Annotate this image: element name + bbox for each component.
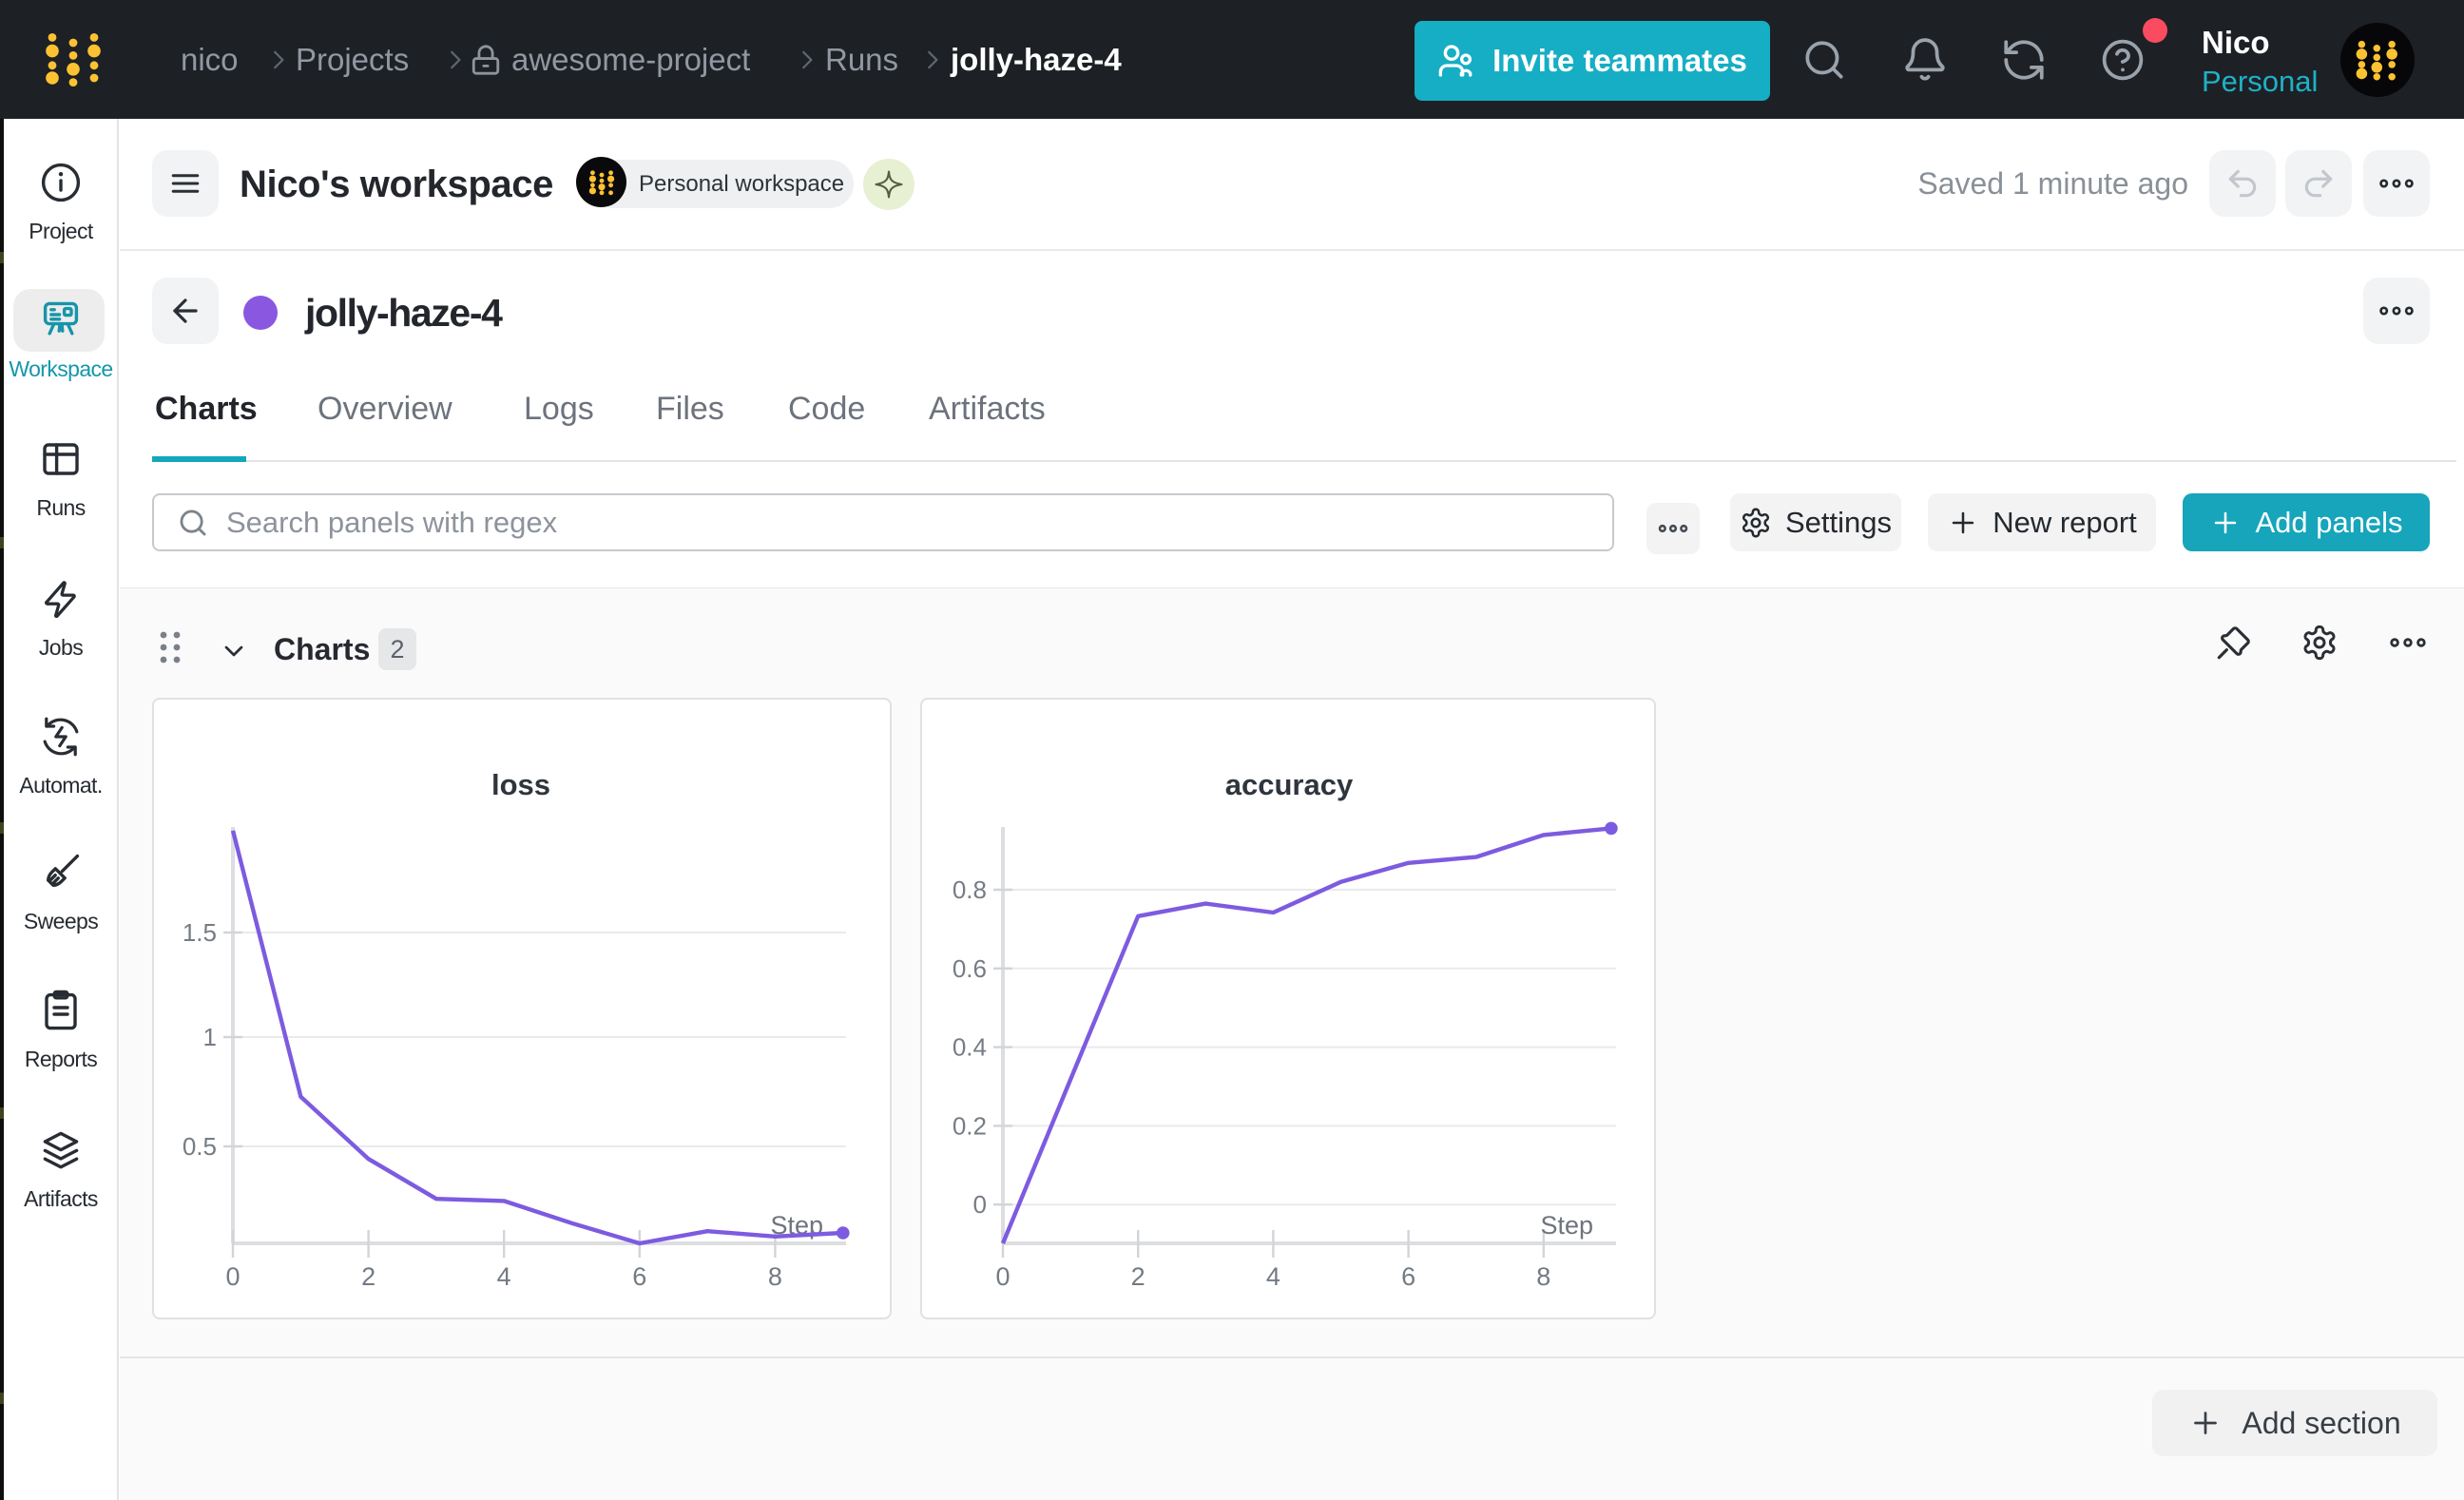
svg-text:0: 0: [973, 1190, 987, 1219]
svg-text:4: 4: [497, 1262, 511, 1291]
svg-text:2: 2: [361, 1262, 375, 1291]
svg-text:0.8: 0.8: [953, 875, 987, 904]
svg-text:accuracy: accuracy: [1225, 768, 1354, 801]
svg-text:0.4: 0.4: [953, 1033, 987, 1062]
svg-text:8: 8: [768, 1262, 782, 1291]
svg-text:1.5: 1.5: [183, 918, 217, 947]
svg-text:loss: loss: [491, 768, 550, 801]
svg-text:6: 6: [1401, 1262, 1415, 1291]
svg-text:0.6: 0.6: [953, 954, 987, 983]
svg-text:0: 0: [995, 1262, 1010, 1291]
svg-text:0.5: 0.5: [183, 1132, 217, 1161]
svg-text:Step: Step: [1540, 1211, 1593, 1240]
svg-text:8: 8: [1536, 1262, 1550, 1291]
svg-text:0.2: 0.2: [953, 1111, 987, 1140]
svg-text:4: 4: [1266, 1262, 1280, 1291]
svg-text:0: 0: [225, 1262, 240, 1291]
svg-text:6: 6: [632, 1262, 646, 1291]
svg-text:1: 1: [203, 1023, 217, 1051]
svg-text:2: 2: [1131, 1262, 1145, 1291]
